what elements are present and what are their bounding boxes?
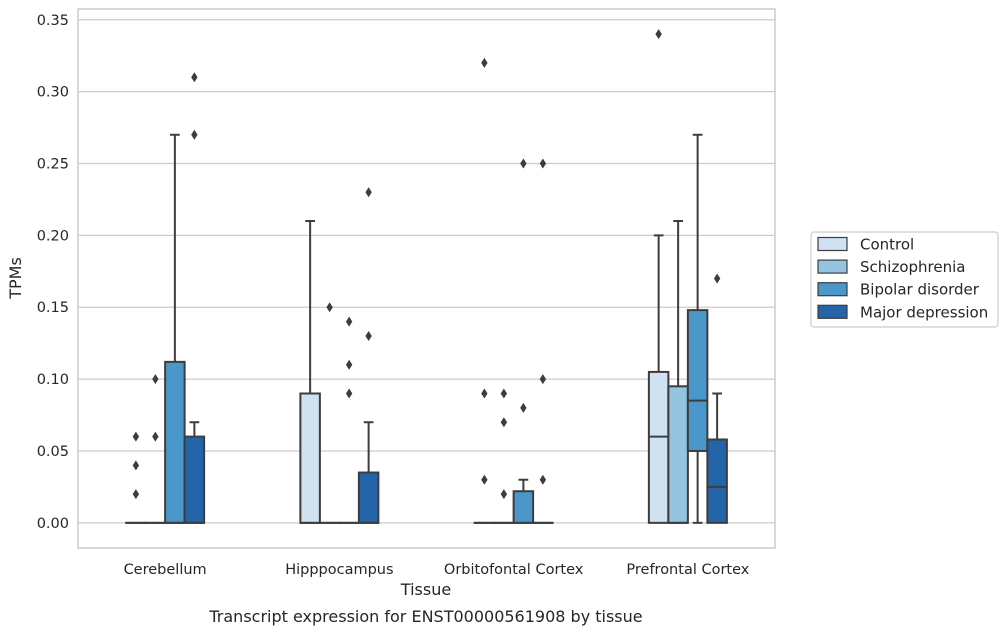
box-body (707, 439, 727, 522)
legend-swatch (818, 238, 847, 251)
box-body (185, 437, 205, 523)
y-tick-label: 0.20 (37, 228, 69, 244)
y-tick-label: 0.10 (37, 372, 69, 388)
box-body (668, 386, 688, 523)
chart-caption: Transcript expression for ENST0000056190… (208, 607, 642, 626)
x-tick-label: Orbitofontal Cortex (444, 562, 584, 578)
x-tick-label: Prefrontal Cortex (626, 562, 749, 578)
legend-swatch (818, 260, 847, 273)
y-tick-label: 0.35 (37, 13, 69, 29)
legend-label: Schizophrenia (860, 258, 965, 276)
y-tick-label: 0.30 (37, 85, 69, 101)
y-tick-label: 0.05 (37, 444, 69, 460)
box-body (359, 473, 379, 523)
box-body (165, 362, 185, 523)
box-body (514, 491, 534, 523)
box-body (688, 310, 708, 451)
legend: Control Schizophrenia Bipolar disorder Majo… (811, 232, 998, 327)
legend-label: Major depression (860, 303, 988, 321)
legend-swatch (818, 305, 847, 318)
legend-label: Bipolar disorder (860, 281, 980, 299)
legend-swatch (818, 283, 847, 296)
y-axis-label: TPMs (6, 257, 25, 300)
y-tick-label: 0.15 (37, 300, 69, 316)
x-axis-label: Tissue (400, 580, 451, 599)
legend-label: Control (860, 236, 914, 254)
y-tick-label: 0.00 (37, 516, 69, 532)
y-tick-label: 0.25 (37, 157, 69, 173)
x-tick-label: Cerebellum (124, 562, 207, 578)
box-body (300, 393, 320, 522)
box-body (649, 372, 669, 523)
x-tick-label: Hipppocampus (285, 562, 393, 578)
